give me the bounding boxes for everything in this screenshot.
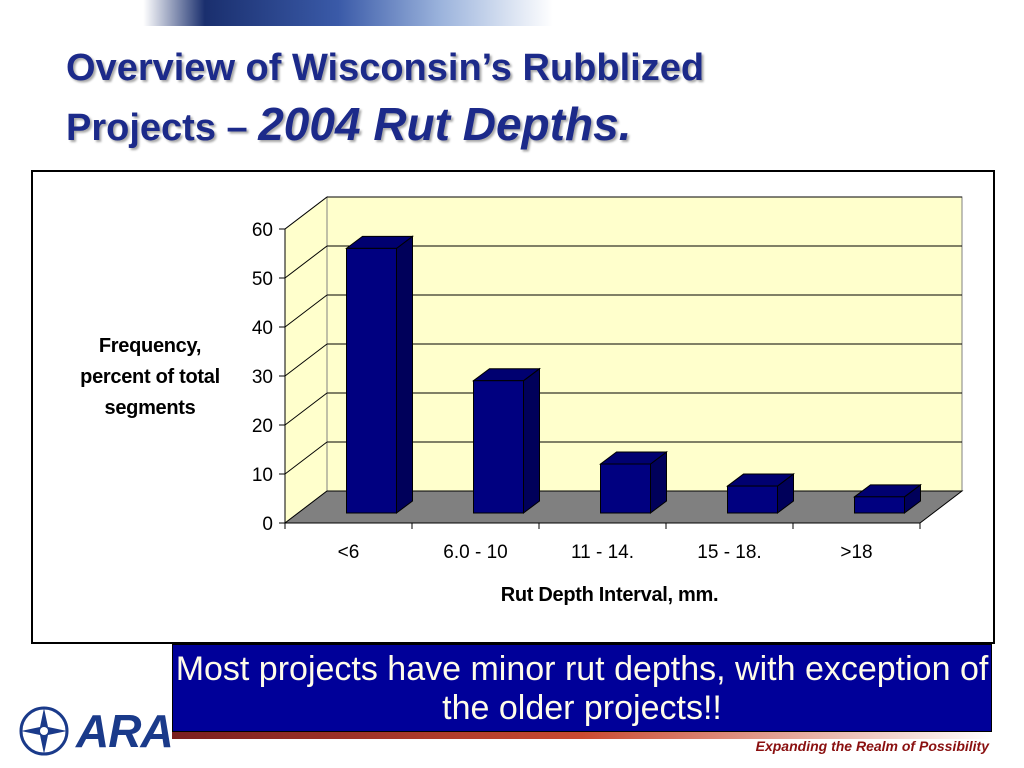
x-tick-label: 11 - 14. xyxy=(571,542,634,563)
gridline-side xyxy=(284,441,328,475)
gridline-side xyxy=(284,343,328,377)
title-line-1: Overview of Wisconsin’s Rubblized xyxy=(66,47,705,89)
gridline-side xyxy=(284,196,328,230)
bar-side xyxy=(523,367,540,514)
gridline-side xyxy=(284,245,328,279)
bar-side xyxy=(396,235,413,514)
tagline: Expanding the Realm of Possibility xyxy=(755,738,989,754)
caption-text: Most projects have minor rut depths, wit… xyxy=(175,650,989,727)
title-line-2-text: Projects – xyxy=(66,107,248,149)
y-tick-label: 40 xyxy=(252,318,273,339)
title-emphasis: 2004 Rut Depths. xyxy=(258,98,632,150)
rut-depth-chart: 0 10 20 30 40 50 60 <6 6.0 - 10 11 - 14. 15 - 18. >… xyxy=(252,195,964,606)
bar xyxy=(346,247,397,514)
y-tick-label: 30 xyxy=(252,367,273,388)
x-tick-label: 15 - 18. xyxy=(697,542,761,563)
y-tick-label: 50 xyxy=(252,269,273,290)
bar xyxy=(473,380,524,514)
caption-box: Most projects have minor rut depths, wit… xyxy=(172,644,992,732)
gridline-side xyxy=(284,294,328,328)
compass-star-icon xyxy=(19,706,69,756)
bar xyxy=(600,463,651,514)
x-tick-label: <6 xyxy=(338,542,360,563)
y-axis-label: Frequency, percent of total segments xyxy=(80,335,220,419)
x-tick-label: >18 xyxy=(840,542,872,563)
x-axis-label: Rut Depth Interval, mm. xyxy=(501,584,719,606)
x-tick-label: 6.0 - 10 xyxy=(443,542,507,563)
y-tick-label: 0 xyxy=(262,514,273,535)
slide-title: Overview of Wisconsin’s Rubblized Projec… xyxy=(66,40,966,156)
y-tick-label: 10 xyxy=(252,465,273,486)
header-stripe xyxy=(0,0,1024,26)
title-line-2: Projects – 2004 Rut Depths. xyxy=(66,96,966,156)
caption-underline xyxy=(172,732,992,739)
y-tick-label: 60 xyxy=(252,220,273,241)
y-tick-label: 20 xyxy=(252,416,273,437)
gridline-side xyxy=(284,392,328,426)
ara-logo: ARA xyxy=(18,705,174,760)
chart-frame: 0 10 20 30 40 50 60 <6 6.0 - 10 11 - 14. 15 - 18. >… xyxy=(31,170,995,644)
bar xyxy=(854,496,905,514)
bar xyxy=(727,485,778,514)
logo-text: ARA xyxy=(76,705,174,757)
